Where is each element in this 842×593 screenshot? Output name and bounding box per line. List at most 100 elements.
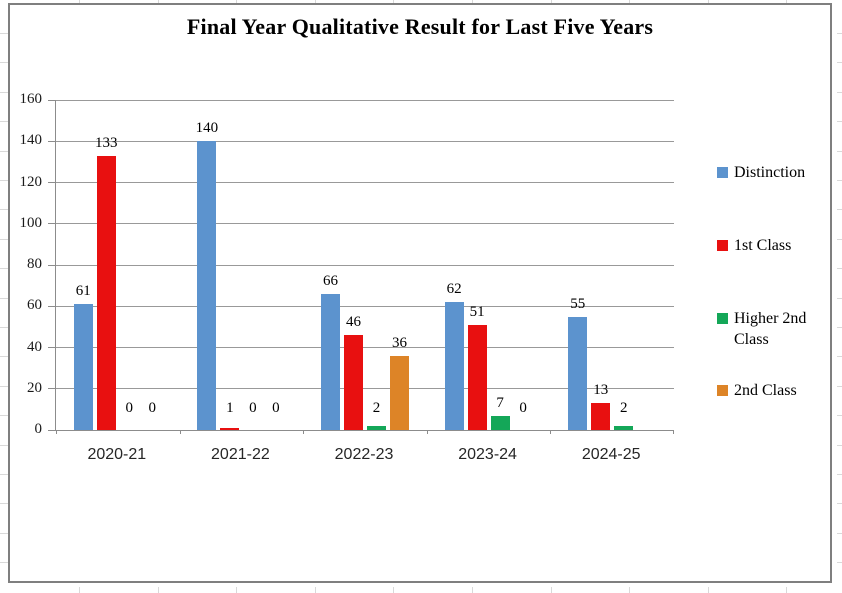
- grid-stub: [314, 587, 316, 593]
- gridline: [56, 264, 674, 266]
- y-axis-tick: [48, 347, 56, 348]
- grid-stub: [157, 587, 159, 593]
- bar-2nd-class: [390, 355, 409, 430]
- bar-distinction: [444, 302, 464, 430]
- y-axis-tick-label: 100: [19, 214, 43, 231]
- grid-stub: [0, 327, 8, 328]
- grid-stub: [472, 0, 473, 3]
- grid-stub: [0, 562, 8, 564]
- gridline: [56, 140, 674, 142]
- bar-higher-2nd-class: [614, 425, 634, 430]
- bar-higher-2nd-class: [367, 425, 386, 430]
- legend-swatch-icon: [717, 385, 728, 396]
- bar-value-label: 66: [323, 272, 338, 289]
- grid-stub: [236, 587, 238, 593]
- x-axis-tick: [303, 430, 304, 434]
- x-axis-category-label: 2020-21: [87, 446, 147, 463]
- grid-stub: [837, 415, 842, 417]
- grid-stub: [550, 0, 552, 3]
- legend-item-1st-class: 1st Class: [717, 235, 832, 256]
- grid-stub: [837, 385, 842, 387]
- legend-item-higher-2nd-class: Higher 2nd Class: [717, 308, 832, 350]
- bar-1st-class: [220, 427, 240, 430]
- grid-stub: [837, 268, 842, 270]
- grid-stub: [0, 444, 8, 446]
- bar-value-label: 0: [125, 400, 134, 416]
- grid-stub: [837, 150, 842, 152]
- y-axis-tick-label: 160: [19, 91, 43, 107]
- y-axis-tick-label: 0: [34, 421, 43, 437]
- grid-stub: [79, 587, 80, 593]
- gridline: [56, 223, 674, 225]
- grid-stub: [837, 91, 842, 93]
- grid-stub: [79, 0, 80, 3]
- y-axis-tick-label: 120: [19, 173, 43, 190]
- gridline: [56, 305, 674, 307]
- bar-value-label: 62: [446, 281, 462, 298]
- grid-stub: [0, 209, 8, 211]
- grid-stub: [837, 33, 842, 34]
- bar-value-label: 2: [372, 400, 381, 416]
- grid-stub: [0, 415, 8, 417]
- grid-stub: [0, 268, 8, 270]
- y-axis-tick-label: 80: [27, 256, 42, 272]
- bar-distinction: [197, 141, 217, 430]
- bar-value-label: 7: [496, 394, 504, 411]
- bar-value-label: 55: [570, 295, 586, 312]
- grid-stub: [550, 587, 552, 593]
- grid-stub: [0, 503, 8, 505]
- grid-stub: [837, 297, 842, 299]
- bar-value-label: 0: [249, 400, 257, 416]
- grid-stub: [837, 327, 842, 328]
- y-axis-tick: [48, 140, 56, 142]
- x-axis-category-label: 2023-24: [458, 446, 517, 463]
- gridline: [56, 347, 674, 348]
- grid-stub: [837, 356, 842, 358]
- grid-stub: [707, 0, 709, 3]
- grid-stub: [837, 62, 842, 64]
- legend-swatch-icon: [717, 167, 728, 178]
- legend-label: 2nd Class: [734, 382, 797, 399]
- legend-item-distinction: Distinction: [717, 162, 832, 183]
- grid-stub: [707, 587, 709, 593]
- bar-value-label: 1: [226, 400, 234, 416]
- grid-stub: [0, 385, 8, 387]
- grid-stub: [837, 503, 842, 505]
- legend-label: Distinction: [734, 164, 806, 181]
- grid-stub: [837, 209, 842, 211]
- bar-distinction: [73, 304, 93, 430]
- bar-value-label: 13: [593, 382, 609, 399]
- gridline: [56, 99, 674, 101]
- bar-1st-class: [344, 335, 363, 430]
- grid-stub: [837, 562, 842, 564]
- x-axis-category-label: 2024-25: [581, 446, 641, 463]
- y-axis-tick: [48, 182, 56, 183]
- y-axis-tick: [48, 388, 56, 390]
- bar-1st-class: [96, 155, 116, 430]
- x-axis-tick: [427, 430, 428, 434]
- grid-stub: [393, 587, 395, 593]
- y-axis-tick: [48, 264, 56, 266]
- grid-stub: [786, 587, 788, 593]
- x-axis-tick: [673, 430, 674, 434]
- grid-stub: [837, 180, 842, 181]
- bar-value-label: 36: [392, 334, 407, 351]
- grid-stub: [837, 444, 842, 446]
- grid-stub: [786, 0, 788, 3]
- bar-value-label: 140: [195, 120, 219, 137]
- y-axis-tick-label: 20: [27, 379, 42, 396]
- bar-distinction: [568, 316, 588, 430]
- bar-value-label: 0: [272, 400, 280, 416]
- bar-value-label: 2: [619, 400, 628, 416]
- legend-label: 1st Class: [734, 237, 792, 254]
- grid-stub: [837, 238, 842, 240]
- legend-swatch-icon: [717, 240, 728, 251]
- x-axis-category-label: 2022-23: [334, 446, 394, 463]
- grid-stub: [0, 121, 8, 123]
- grid-stub: [472, 587, 473, 593]
- grid-stub: [0, 474, 8, 475]
- grid-stub: [837, 532, 842, 534]
- x-axis-category-label: 2021-22: [211, 446, 270, 463]
- gridline: [56, 388, 674, 390]
- legend-swatch-icon: [717, 313, 728, 324]
